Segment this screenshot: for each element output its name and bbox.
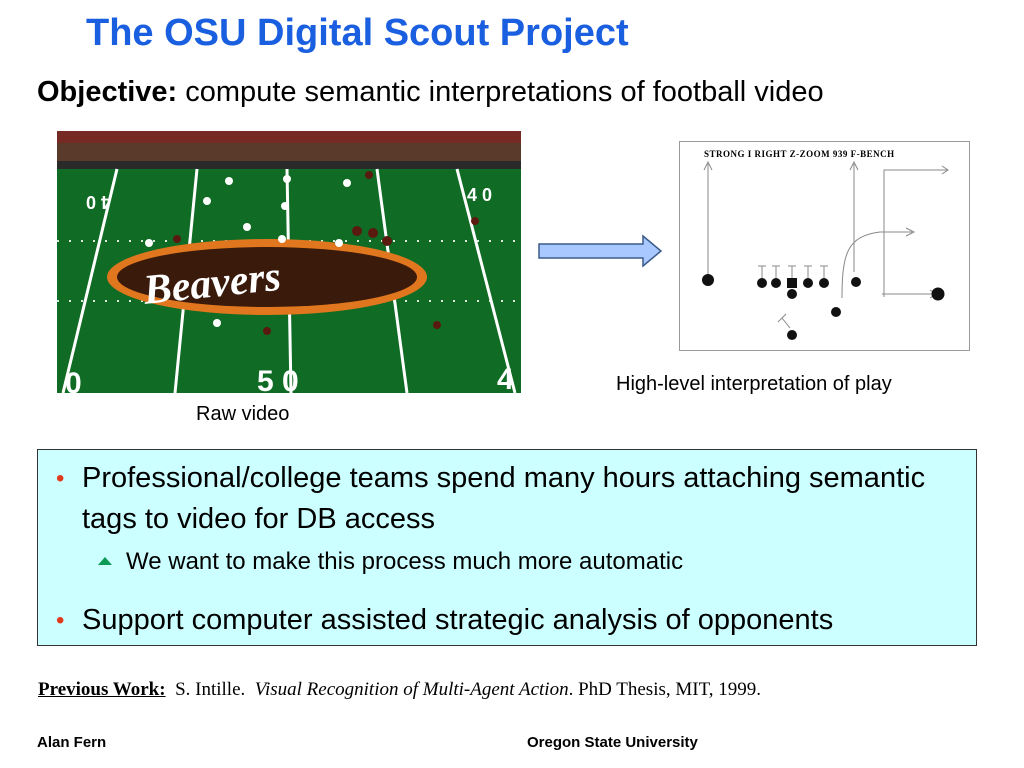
right-arrow-icon (537, 234, 663, 273)
reference-title: Visual Recognition of Multi-Agent Action (254, 679, 569, 700)
footer-institution: Oregon State University (527, 734, 698, 751)
field-number: 0 (65, 367, 82, 393)
sub-bullet-text: We want to make this process much more a… (126, 548, 684, 575)
objective-text: compute semantic interpretations of foot… (177, 76, 824, 108)
play-diagram-caption: High-level interpretation of play (616, 373, 892, 395)
bullet-dot-icon: • (56, 465, 65, 492)
reference-details: . PhD Thesis, MIT, 1999. (568, 679, 762, 700)
play-call: STRONG I RIGHT Z-ZOOM 939 F-BENCH (704, 149, 895, 159)
objective-label: Objective: (37, 76, 178, 108)
reference-label: Previous Work: (38, 679, 166, 700)
slide-title: The OSU Digital Scout Project (86, 12, 629, 54)
raw-video-image: 4 0 4 0 5 0 0 4 Beavers (57, 131, 521, 393)
field-number: 5 0 (257, 365, 299, 393)
reference-author: S. Intille. (175, 679, 246, 700)
field-number: 4 (497, 363, 514, 393)
footer-author: Alan Fern (37, 734, 107, 751)
play-diagram: STRONG I RIGHT Z-ZOOM 939 F-BENCH (679, 141, 970, 351)
bullet-text: Support computer assisted strategic anal… (82, 604, 834, 636)
sub-bullet-triangle-icon (98, 557, 112, 565)
raw-video-caption: Raw video (196, 403, 290, 425)
beavers-logo: Beavers (107, 239, 427, 315)
reference-line: Previous Work: S. Intille. Visual Recogn… (38, 679, 761, 701)
objective-line: Objective: compute semantic interpretati… (37, 76, 824, 109)
bullet-box: • Professional/college teams spend many … (37, 449, 977, 646)
field-number: 4 0 (467, 185, 492, 205)
bullet-dot-icon: • (56, 607, 65, 634)
bullet-text: Professional/college teams spend many ho… (82, 462, 926, 535)
field-number: 4 0 (86, 192, 111, 212)
